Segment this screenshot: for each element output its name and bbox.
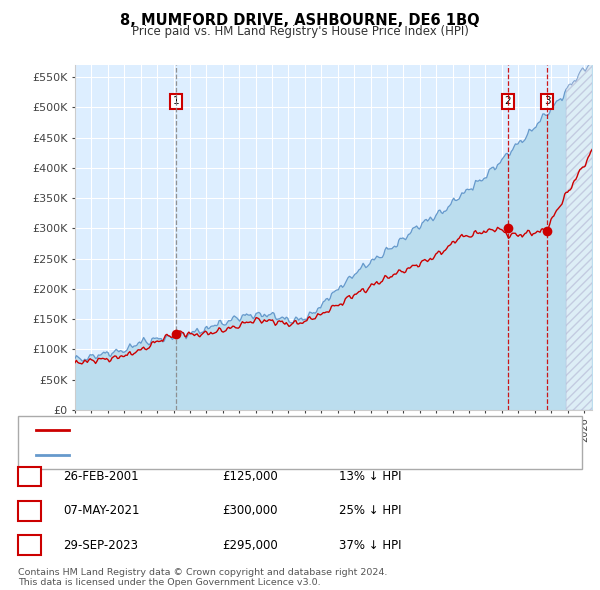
Text: 2: 2 bbox=[505, 96, 511, 106]
Text: 37% ↓ HPI: 37% ↓ HPI bbox=[339, 539, 401, 552]
Text: 3: 3 bbox=[544, 96, 550, 106]
Text: HPI: Average price, detached house, Derbyshire Dales: HPI: Average price, detached house, Derb… bbox=[75, 450, 377, 460]
Text: 8, MUMFORD DRIVE, ASHBOURNE, DE6 1BQ (detached house): 8, MUMFORD DRIVE, ASHBOURNE, DE6 1BQ (de… bbox=[75, 425, 421, 435]
Text: £295,000: £295,000 bbox=[222, 539, 278, 552]
Text: Contains HM Land Registry data © Crown copyright and database right 2024.
This d: Contains HM Land Registry data © Crown c… bbox=[18, 568, 388, 587]
Text: 1: 1 bbox=[26, 470, 33, 483]
Text: 07-MAY-2021: 07-MAY-2021 bbox=[63, 504, 139, 517]
Text: 29-SEP-2023: 29-SEP-2023 bbox=[63, 539, 138, 552]
Text: £300,000: £300,000 bbox=[222, 504, 277, 517]
Text: 25% ↓ HPI: 25% ↓ HPI bbox=[339, 504, 401, 517]
Text: 1: 1 bbox=[173, 96, 179, 106]
Text: 13% ↓ HPI: 13% ↓ HPI bbox=[339, 470, 401, 483]
Text: £125,000: £125,000 bbox=[222, 470, 278, 483]
Text: 26-FEB-2001: 26-FEB-2001 bbox=[63, 470, 139, 483]
Text: Price paid vs. HM Land Registry's House Price Index (HPI): Price paid vs. HM Land Registry's House … bbox=[131, 25, 469, 38]
Text: 8, MUMFORD DRIVE, ASHBOURNE, DE6 1BQ: 8, MUMFORD DRIVE, ASHBOURNE, DE6 1BQ bbox=[120, 13, 480, 28]
Text: 2: 2 bbox=[26, 504, 33, 517]
Text: 3: 3 bbox=[26, 539, 33, 552]
